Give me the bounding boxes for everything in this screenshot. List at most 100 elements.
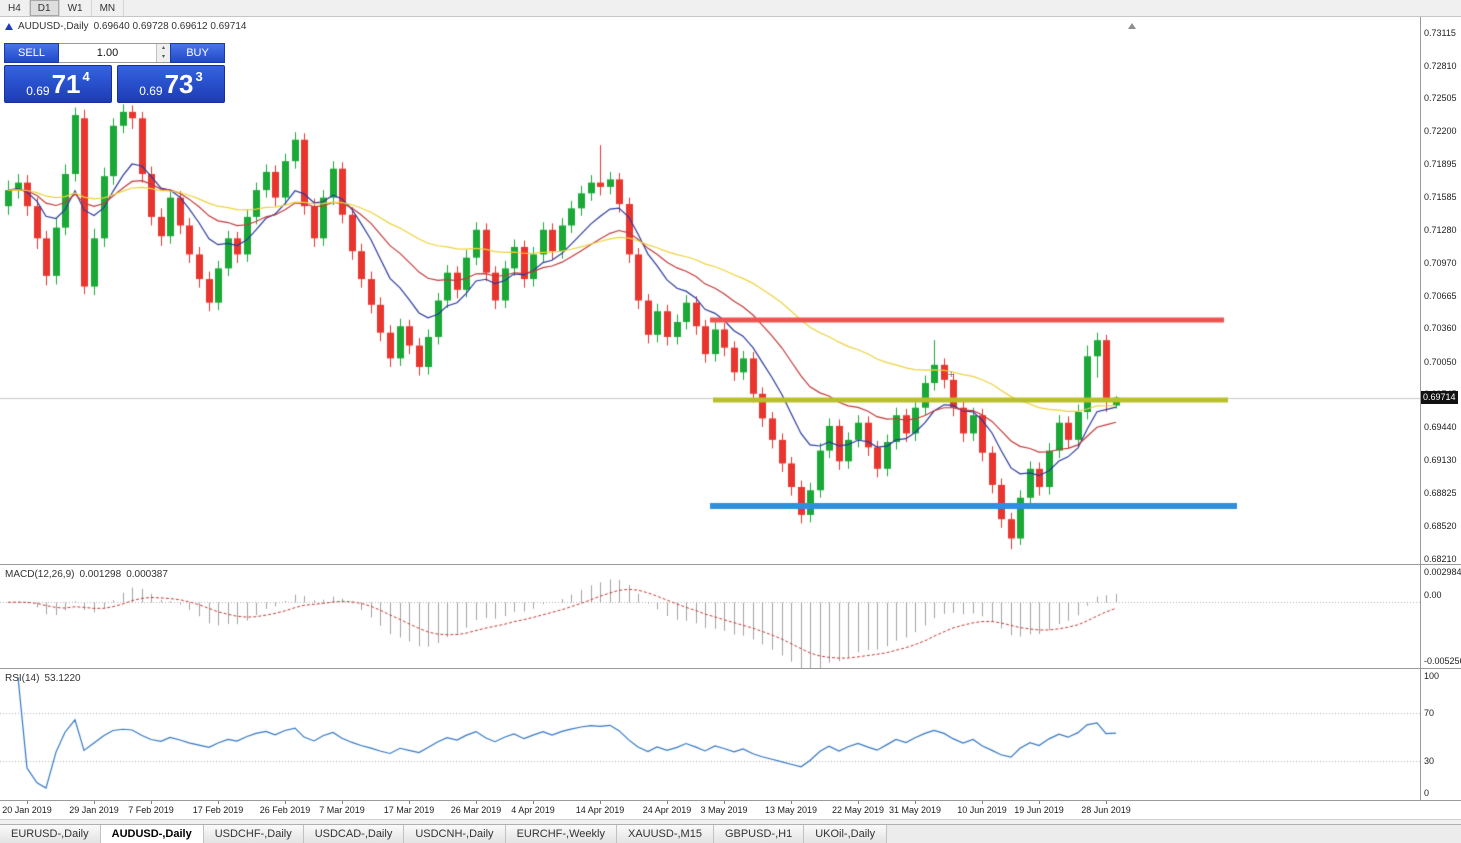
time-scale-tick: [533, 801, 534, 804]
macd-panel: MACD(12,26,9) 0.001298 0.000387 0.002984…: [0, 564, 1461, 668]
macd-canvas[interactable]: [0, 565, 1420, 668]
time-scale-label: 26 Feb 2019: [259, 805, 311, 815]
price-scale-label: 0.72200: [1424, 126, 1457, 137]
price-scale-label: 0.69440: [1424, 422, 1457, 432]
time-scale-label: 19 Jun 2019: [1014, 805, 1064, 815]
timeframe-button-mn[interactable]: MN: [92, 0, 125, 16]
time-scale-label: 14 Apr 2019: [575, 805, 625, 815]
timeframe-button-d1[interactable]: D1: [29, 0, 60, 16]
time-scale-tick: [724, 801, 725, 804]
time-scale-label: 13 May 2019: [764, 805, 818, 815]
time-scale-label: 28 Jun 2019: [1081, 805, 1131, 815]
main-chart-panel: AUDUSD-,Daily 0.69640 0.69728 0.69612 0.…: [0, 17, 1461, 564]
time-scale-label: 7 Feb 2019: [128, 805, 174, 815]
volume-spinner[interactable]: ▴ ▾: [156, 44, 170, 62]
time-scale-tick: [285, 801, 286, 804]
chart-tab[interactable]: XAUUSD-,M15: [616, 825, 714, 843]
time-scale-tick: [1106, 801, 1107, 804]
volume-up-icon[interactable]: ▴: [161, 45, 165, 51]
price-scale-label: 0.73115: [1424, 28, 1456, 39]
price-scale-label: 0.68520: [1424, 520, 1457, 531]
price-scale-label: 0.72810: [1424, 60, 1457, 71]
timeframe-toolbar: H4 D1 W1 MN: [0, 0, 1461, 17]
sell-price-big: 71: [51, 69, 81, 99]
time-scale-tick: [151, 801, 152, 804]
price-scale-label: 0.71280: [1424, 224, 1457, 235]
volume-value: 1.00: [96, 47, 119, 59]
sell-price-button[interactable]: 0.69 71 4: [4, 65, 112, 103]
time-scale-label: 10 Jun 2019: [957, 805, 1007, 815]
price-scale-label: 0.68825: [1424, 487, 1457, 498]
time-scale-label: 24 Apr 2019: [642, 805, 692, 815]
rsi-scale-label: 70: [1424, 708, 1435, 718]
rsi-scale[interactable]: 100 70 30 0: [1420, 669, 1461, 800]
rsi-canvas[interactable]: [0, 669, 1420, 800]
chart-tab[interactable]: EURCHF-,Weekly: [505, 825, 617, 843]
time-scale-tick: [27, 801, 28, 804]
rsi-scale-label: 0: [1424, 788, 1430, 798]
time-scale-label: 29 Jan 2019: [69, 805, 119, 815]
time-scale-label: 4 Apr 2019: [511, 805, 555, 815]
buy-button[interactable]: BUY: [170, 43, 225, 63]
collapse-trade-panel-icon[interactable]: [5, 23, 13, 30]
chart-tab[interactable]: USDCNH-,Daily: [404, 825, 506, 843]
rsi-scale-label: 30: [1424, 756, 1435, 766]
time-scale-tick: [218, 801, 219, 804]
rsi-scale-label: 100: [1424, 671, 1440, 681]
time-scale-tick: [600, 801, 601, 804]
macd-scale-label: 0.002984: [1424, 567, 1461, 577]
time-scale-label: 3 May 2019: [700, 805, 748, 815]
time-scale-tick: [667, 801, 668, 804]
time-scale-tick: [982, 801, 983, 804]
price-scale[interactable]: 0.73115 0.72810 0.72505 0.72200 0.71895 0.715…: [1420, 17, 1461, 564]
current-price-tag: 0.69714: [1421, 390, 1458, 404]
chart-shift-marker-icon[interactable]: [1128, 23, 1136, 29]
chart-symbol-title: AUDUSD-,Daily: [18, 21, 89, 32]
rsi-value: 53.1220: [44, 673, 81, 684]
time-scale-tick: [409, 801, 410, 804]
buy-price-button[interactable]: 0.69 73 3: [117, 65, 225, 103]
time-scale-tick: [94, 801, 95, 804]
main-chart-canvas[interactable]: [0, 17, 1420, 564]
time-scale-tick: [791, 801, 792, 804]
buy-price-big: 73: [164, 69, 194, 99]
one-click-trading-widget: SELL 1.00 ▴ ▾ BUY 0.69 71 4 0.69 73 3: [4, 43, 225, 103]
price-scale-label: 0.70360: [1424, 323, 1457, 334]
volume-field[interactable]: 1.00 ▴ ▾: [59, 43, 170, 63]
timeframe-button-w1[interactable]: W1: [60, 0, 92, 16]
chart-tab[interactable]: USDCAD-,Daily: [303, 825, 405, 843]
time-scale-tick: [476, 801, 477, 804]
macd-scale[interactable]: 0.002984 0.00 -0.005256: [1420, 565, 1461, 668]
rsi-panel: RSI(14) 53.1220 100 70 30 0: [0, 668, 1461, 800]
rsi-header: RSI(14) 53.1220: [5, 673, 81, 684]
price-scale-label: 0.71895: [1424, 158, 1457, 169]
volume-down-icon[interactable]: ▾: [161, 54, 165, 60]
chart-object-marker: +: [948, 369, 955, 381]
macd-signal-value: 0.000387: [126, 569, 168, 580]
time-scale-label: 20 Jan 2019: [2, 805, 52, 815]
macd-scale-label: 0.00: [1424, 590, 1442, 600]
chart-tab[interactable]: GBPUSD-,H1: [713, 825, 805, 843]
chart-tab[interactable]: AUDUSD-,Daily: [100, 825, 204, 843]
timeframe-button-h4[interactable]: H4: [0, 0, 30, 16]
time-scale-tick: [915, 801, 916, 804]
macd-label: MACD(12,26,9): [5, 569, 75, 580]
buy-price-pip: 3: [195, 69, 203, 84]
time-scale-label: 31 May 2019: [888, 805, 942, 815]
sell-button[interactable]: SELL: [4, 43, 59, 63]
chart-tab-bar: EURUSD-,Daily AUDUSD-,Daily USDCHF-,Daily U…: [0, 824, 1461, 843]
macd-main-value: 0.001298: [79, 569, 122, 580]
chart-tab[interactable]: EURUSD-,Daily: [0, 825, 101, 843]
time-scale-label: 26 Mar 2019: [450, 805, 502, 815]
time-scale[interactable]: 20 Jan 2019 29 Jan 2019 7 Feb 2019 17 Feb 2…: [0, 800, 1461, 819]
time-scale-tick: [1039, 801, 1040, 804]
chart-tab[interactable]: UKOil-,Daily: [804, 825, 888, 843]
price-scale-label: 0.71585: [1424, 192, 1457, 203]
price-scale-label: 0.70970: [1424, 258, 1457, 268]
time-scale-tick: [858, 801, 859, 804]
chart-tab[interactable]: USDCHF-,Daily: [203, 825, 304, 843]
macd-scale-label: -0.005256: [1424, 656, 1461, 666]
time-scale-label: 7 Mar 2019: [319, 805, 365, 815]
sell-price-prefix: 0.69: [26, 84, 50, 98]
